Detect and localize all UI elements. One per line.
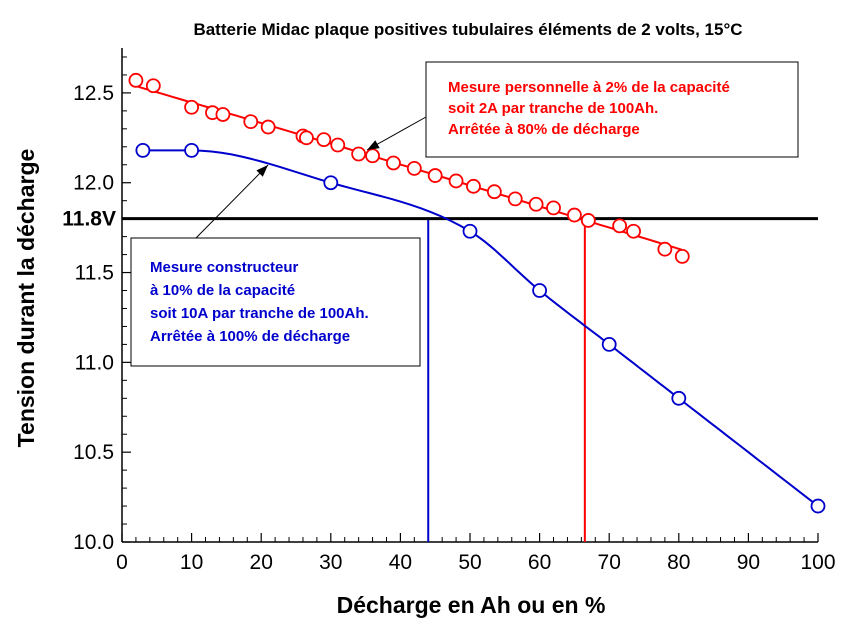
data-point (546, 200, 561, 216)
annotation-text-line: Arrêtée à 100% de décharge (150, 328, 350, 345)
data-point (448, 173, 464, 189)
data-point (657, 241, 673, 257)
data-point (260, 119, 276, 135)
data-point (406, 160, 422, 176)
x-axis-title: Décharge en Ah ou en % (337, 592, 606, 618)
annotation-text-line: à 10% de la capacité (150, 282, 295, 299)
data-point (580, 213, 596, 228)
annotation-arrowhead (256, 165, 268, 177)
x-tick-label: 70 (598, 551, 621, 574)
y-tick-label: 12.0 (73, 172, 114, 195)
reference-line-label: 11.8V (62, 208, 116, 231)
data-point (299, 130, 314, 146)
chart-title: Batterie Midac plaque positives tubulair… (193, 20, 742, 39)
x-tick-label: 60 (528, 551, 551, 574)
annotation-box (425, 61, 799, 158)
y-tick-label: 10.0 (73, 531, 114, 554)
data-point (386, 155, 401, 171)
annotation-box (130, 237, 421, 367)
data-point (316, 132, 332, 148)
x-tick-label: 100 (800, 551, 835, 574)
data-point (528, 196, 544, 212)
data-point (427, 168, 443, 183)
annotation-text-line: Arrêtée à 80% de décharge (448, 121, 640, 138)
series-line-mesure-constructeur (142, 149, 819, 507)
annotation-arrowhead (367, 140, 380, 150)
data-point (145, 78, 161, 94)
annotations: Mesure personnelle à 2% de la capacité so… (130, 61, 799, 367)
data-point (466, 178, 481, 194)
x-tick-label: 20 (250, 551, 273, 574)
annotation-text-line: soit 10A par tranche de 100Ah. (150, 305, 369, 322)
data-point (243, 114, 259, 130)
data-point (507, 191, 523, 207)
y-axis-title: Tension durant la décharge (13, 149, 39, 448)
x-tick-label: 10 (180, 551, 203, 574)
annotation-text-line: Mesure personnelle à 2% de la capacité (448, 79, 730, 96)
data-point (365, 148, 380, 164)
x-tick-label: 50 (458, 551, 481, 574)
drop-lines (427, 218, 586, 542)
data-point (674, 248, 690, 264)
x-tick-label: 80 (667, 551, 690, 574)
data-point (601, 336, 617, 352)
y-tick-label: 11.0 (75, 351, 114, 374)
data-point (567, 207, 582, 223)
y-tick-label: 11.5 (75, 262, 114, 285)
y-tick-label: 12.5 (73, 82, 114, 105)
data-point (351, 146, 367, 162)
data-point (462, 223, 478, 239)
axes: 0 10 20 30 40 50 60 70 80 90 100 10.0 10.5 11.0 11.5 12… (73, 48, 836, 574)
data-point (626, 223, 641, 239)
data-point (128, 72, 144, 88)
x-tick-label: 0 (116, 551, 128, 574)
data-point (184, 99, 200, 115)
data-point (135, 142, 151, 158)
x-tick-label: 40 (389, 551, 412, 574)
data-point (184, 142, 200, 158)
annotation-text-line: Mesure constructeur (150, 259, 299, 276)
data-point (330, 137, 346, 153)
y-tick-label: 10.5 (73, 441, 114, 464)
data-point (612, 218, 628, 234)
data-point (323, 175, 339, 191)
data-point (671, 390, 687, 406)
data-point (810, 498, 826, 514)
data-point (532, 283, 547, 298)
annotation-text-line: soit 2A par tranche de 100Ah. (448, 100, 658, 117)
annotation-arrow-line (195, 164, 269, 239)
x-tick-label: 90 (737, 551, 760, 574)
reference-line-group: 11.8V (62, 208, 818, 231)
x-tick-label: 30 (319, 551, 342, 574)
series-group (128, 72, 826, 514)
data-point (486, 184, 502, 200)
data-point (215, 107, 231, 122)
